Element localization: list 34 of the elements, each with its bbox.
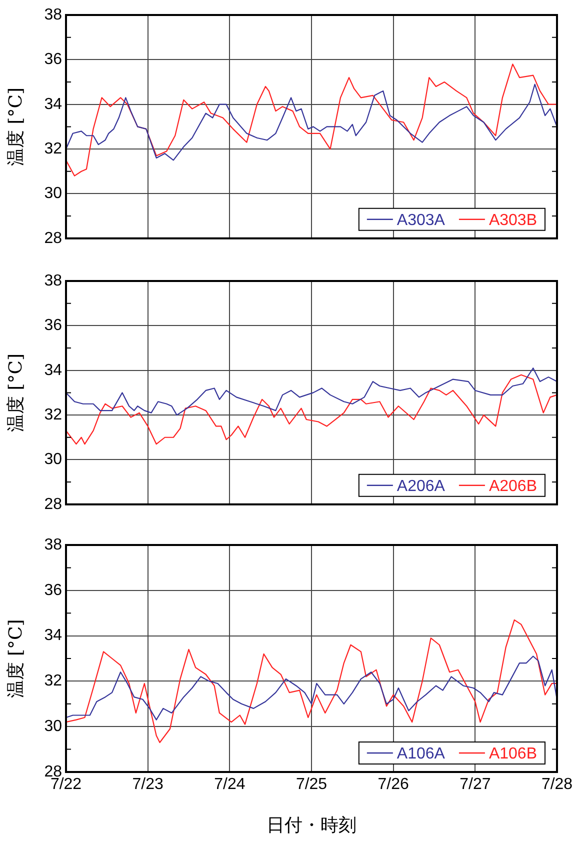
legend-label: A303A <box>396 212 446 229</box>
legend-label: A106A <box>396 745 446 762</box>
legend-label: A106B <box>488 745 538 762</box>
y-tick-label: 36 <box>44 51 62 68</box>
y-tick-label: 30 <box>44 451 62 468</box>
x-tick-label: 7/25 <box>296 776 328 794</box>
legend-label: A206B <box>488 478 538 495</box>
y-tick-label: 38 <box>44 6 62 24</box>
x-tick-label: 7/23 <box>132 776 164 794</box>
y-axis-title: 温度 [°C] <box>5 87 26 166</box>
y-tick-label: 34 <box>44 362 62 379</box>
y-axis-title: 温度 [°C] <box>5 619 26 698</box>
x-tick-label: 7/27 <box>460 776 491 794</box>
x-tick-label: 7/24 <box>214 776 246 794</box>
y-tick-label: 36 <box>44 317 62 334</box>
y-tick-label: 38 <box>44 272 62 290</box>
y-tick-label: 34 <box>44 627 62 644</box>
y-tick-label: 28 <box>44 230 62 247</box>
y-tick-label: 34 <box>44 96 62 113</box>
legend-label: A303B <box>488 212 538 229</box>
y-tick-label: 30 <box>44 718 62 736</box>
x-tick-label: 7/22 <box>50 776 82 794</box>
y-axis-title: 温度 [°C] <box>5 353 26 432</box>
y-tick-label: 32 <box>44 406 62 424</box>
legend-label: A206A <box>396 478 446 495</box>
y-tick-label: 36 <box>44 582 62 599</box>
y-tick-label: 32 <box>44 140 62 158</box>
x-tick-label: 7/26 <box>378 776 410 794</box>
y-tick-label: 32 <box>44 672 62 690</box>
y-tick-label: 28 <box>44 496 62 513</box>
y-tick-label: 38 <box>44 536 62 554</box>
x-axis-title: 日付・時刻 <box>266 814 356 836</box>
x-tick-label: 7/28 <box>541 776 573 794</box>
y-tick-label: 30 <box>44 185 62 202</box>
